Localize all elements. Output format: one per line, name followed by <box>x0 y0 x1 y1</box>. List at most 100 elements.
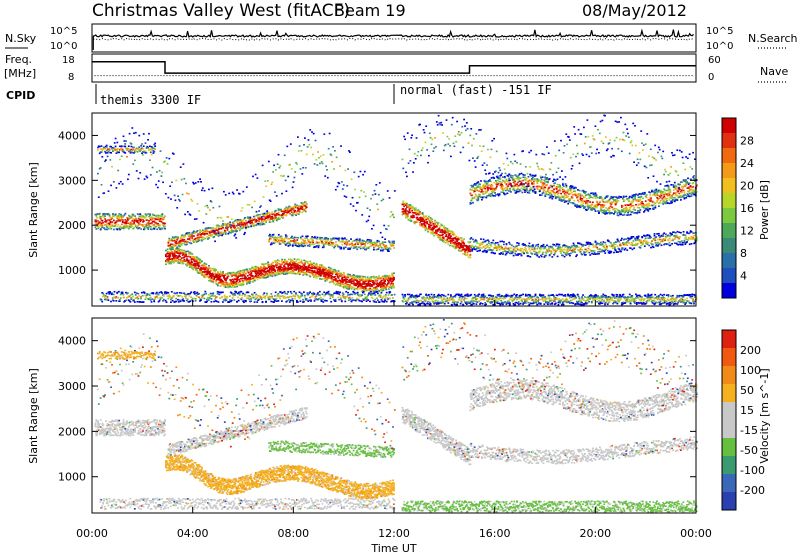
power-scatter-cell <box>126 226 128 228</box>
power-scatter-cell <box>236 230 238 232</box>
power-scatter-cell <box>238 227 240 230</box>
power-scatter-cell <box>247 220 250 223</box>
power-scatter-cell <box>246 271 249 273</box>
power-scatter-cell <box>244 293 246 296</box>
power-scatter-cell <box>149 159 151 161</box>
power-scatter-cell <box>154 222 157 224</box>
power-scatter-cell <box>245 227 247 230</box>
power-scatter-cell <box>176 292 178 294</box>
power-scatter-cell <box>181 252 184 254</box>
power-scatter-cell <box>276 271 279 274</box>
power-scatter-cell <box>174 248 177 251</box>
power-scatter-cell <box>140 144 142 147</box>
power-scatter-cell <box>450 242 453 245</box>
power-scatter-cell <box>212 274 215 276</box>
power-scatter-cell <box>133 152 135 154</box>
power-scatter-cell <box>369 277 372 280</box>
power-scatter-cell <box>330 154 333 157</box>
power-scatter-cell <box>121 220 124 222</box>
power-scatter-cell <box>196 291 199 294</box>
power-scatter-cell <box>294 203 297 206</box>
power-scatter-cell <box>366 295 369 298</box>
power-scatter-cell <box>118 151 120 154</box>
power-scatter-cell <box>170 248 173 251</box>
power-scatter-cell <box>159 150 162 152</box>
power-scatter-cell <box>230 230 233 232</box>
power-scatter-cell <box>127 178 129 181</box>
power-scatter-cell <box>456 240 458 242</box>
power-scatter-cell <box>473 196 476 198</box>
power-scatter-cell <box>214 296 217 299</box>
power-scatter-cell <box>124 212 127 215</box>
power-scatter-cell <box>331 276 334 278</box>
power-scatter-cell <box>342 280 344 283</box>
power-scatter-cell <box>383 295 385 297</box>
power-scatter-cell <box>273 298 275 301</box>
power-scatter-cell <box>198 292 200 295</box>
power-scatter-cell <box>447 236 450 238</box>
power-scatter-cell <box>213 277 216 279</box>
power-scatter-cell <box>204 290 207 293</box>
power-scatter-cell <box>231 273 233 275</box>
power-scatter-cell <box>232 280 235 282</box>
power-scatter-cell <box>389 284 392 286</box>
power-scatter-cell <box>276 218 279 220</box>
power-scatter-cell <box>191 200 194 202</box>
power-scatter-cell <box>352 290 355 293</box>
power-scatter-cell <box>302 239 305 241</box>
power-scatter-cell <box>379 284 382 287</box>
power-scatter-cell <box>266 275 269 277</box>
power-scatter-cell <box>239 228 242 230</box>
power-scatter-cell <box>188 238 191 240</box>
power-scatter-cell <box>354 245 357 247</box>
power-scatter-cell <box>268 264 271 267</box>
power-scatter-cell <box>332 242 335 244</box>
power-scatter-cell <box>256 276 259 278</box>
power-scatter-cell <box>339 279 342 282</box>
power-scatter-cell <box>243 269 246 271</box>
power-scatter-cell <box>344 300 347 303</box>
power-scatter-cell <box>103 146 105 148</box>
power-scatter-cell <box>179 294 182 297</box>
power-scatter-cell <box>165 157 168 159</box>
power-scatter-cell <box>185 254 187 257</box>
power-scatter-cell <box>252 281 254 283</box>
power-scatter-cell <box>163 224 165 226</box>
power-scatter-cell <box>234 219 237 222</box>
cpid-row: themis 3300 IF normal (fast) -151 IF <box>95 83 552 107</box>
power-scatter-cell <box>357 277 360 280</box>
power-scatter-cell <box>292 181 295 183</box>
power-scatter-cell <box>263 212 266 215</box>
power-scatter-cell <box>299 270 302 273</box>
power-scatter-cell <box>159 217 162 220</box>
power-scatter-cell <box>365 278 368 281</box>
power-scatter-cell <box>131 149 134 152</box>
power-scatter-cell <box>262 293 265 296</box>
power-scatter-cell <box>327 270 329 272</box>
power-scatter-cell <box>416 216 419 219</box>
power-scatter-cell <box>432 233 435 235</box>
power-scatter-cell <box>256 301 259 303</box>
power-scatter-cell <box>197 267 200 269</box>
power-scatter-cell <box>231 282 234 285</box>
power-scatter-cell <box>251 266 254 269</box>
power-scatter-cell <box>374 241 377 244</box>
power-scatter-cell <box>254 298 257 301</box>
power-scatter-cell <box>376 282 379 284</box>
power-scatter-cell <box>180 257 183 259</box>
power-scatter-cell <box>393 240 395 243</box>
power-scatter-cell <box>187 293 190 295</box>
power-scatter-cell <box>436 229 439 231</box>
power-scatter-cell <box>427 217 429 219</box>
power-scatter-cell <box>274 298 277 300</box>
power-scatter-cell <box>221 234 223 237</box>
power-scatter-cell <box>183 177 186 180</box>
power-scatter-cell <box>186 243 188 246</box>
power-scatter-cell <box>169 253 172 256</box>
power-scatter-cell <box>335 281 337 283</box>
power-scatter-cell <box>189 292 192 295</box>
power-scatter-cell <box>334 300 337 302</box>
power-scatter-cell <box>202 266 205 269</box>
power-scatter-cell <box>194 268 197 270</box>
power-scatter-cell <box>312 273 314 276</box>
